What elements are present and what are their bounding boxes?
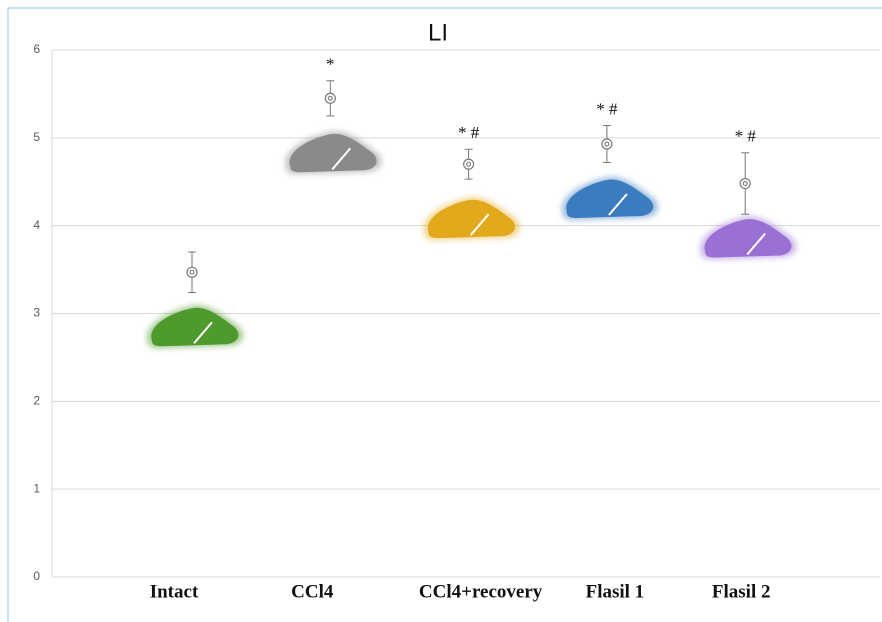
x-tick-label: Flasil 2 bbox=[712, 581, 771, 602]
y-tick-label: 4 bbox=[33, 218, 40, 232]
point bbox=[464, 159, 474, 169]
y-tick-label: 3 bbox=[33, 306, 40, 320]
chart: LI 0 1 2 3 4 5 6 Intact CCl4 * CCl4+recovery * # Fla… bbox=[0, 0, 882, 622]
x-tick-label: CCl4 bbox=[291, 581, 334, 602]
liver-icon bbox=[700, 217, 796, 259]
y-tick-label: 5 bbox=[33, 130, 40, 144]
chart-title: LI bbox=[428, 19, 448, 46]
point bbox=[602, 139, 612, 149]
liver-body bbox=[705, 219, 792, 257]
annotation: * # bbox=[735, 127, 757, 146]
point bbox=[325, 93, 335, 103]
liver-icon bbox=[147, 306, 243, 348]
y-tick-label: 2 bbox=[33, 394, 40, 408]
point bbox=[187, 267, 197, 277]
annotation: * # bbox=[458, 123, 480, 142]
annotation: * bbox=[326, 55, 335, 74]
liver-icon bbox=[424, 197, 520, 239]
liver-body bbox=[566, 180, 653, 218]
liver-body bbox=[290, 134, 377, 172]
y-tick-label: 0 bbox=[33, 569, 40, 583]
annotation: * # bbox=[596, 99, 618, 118]
x-tick-label: Flasil 1 bbox=[586, 581, 645, 602]
liver-body bbox=[428, 200, 515, 238]
y-tick-label: 6 bbox=[33, 42, 40, 56]
x-tick-label: CCl4+recovery bbox=[419, 581, 543, 602]
y-tick-label: 1 bbox=[33, 481, 40, 495]
liver-icon bbox=[562, 177, 658, 219]
x-tick-label: Intact bbox=[150, 581, 199, 602]
point bbox=[740, 179, 750, 189]
